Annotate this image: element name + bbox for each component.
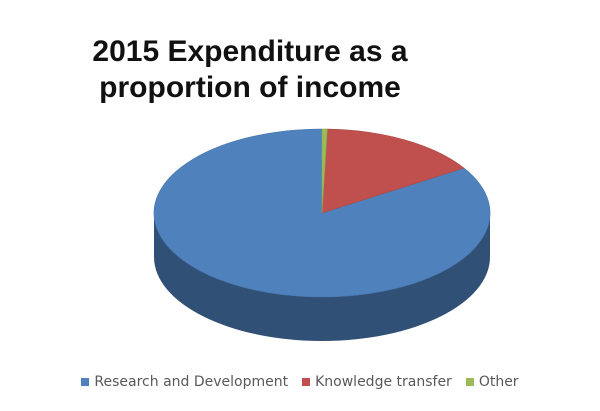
- legend: Research and Development Knowledge transf…: [0, 374, 600, 390]
- pie-top-face: [153, 128, 491, 298]
- legend-item-knowledge-transfer: Knowledge transfer: [302, 374, 452, 390]
- legend-swatch-other: [465, 378, 474, 386]
- pie-slice-other: [321, 128, 328, 214]
- legend-label-research-and-development: Research and Development: [94, 374, 289, 390]
- legend-swatch-research-and-development: [81, 378, 90, 386]
- legend-swatch-knowledge-transfer: [302, 378, 311, 386]
- chart-title: 2015 Expenditure as a proportion of inco…: [92, 35, 408, 104]
- legend-item-other: Other: [465, 374, 519, 390]
- legend-label-knowledge-transfer: Knowledge transfer: [315, 374, 452, 390]
- legend-item-research-and-development: Research and Development: [81, 374, 288, 390]
- pie-side-walls: [154, 213, 490, 341]
- pie-slice-research-and-development: [153, 128, 491, 298]
- legend-label-other: Other: [478, 374, 519, 390]
- pie-side-research-and-development: [154, 213, 490, 341]
- pie-slice-knowledge-transfer: [321, 128, 465, 214]
